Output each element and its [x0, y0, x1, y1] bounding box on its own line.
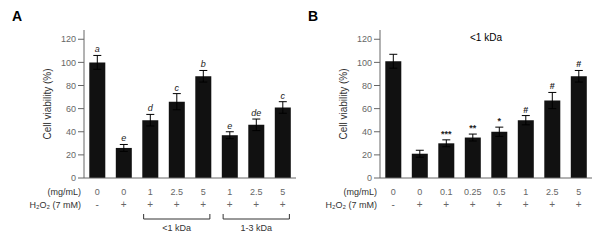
svg-text:#: # — [550, 81, 555, 91]
html-text:<1 kDa: <1 kDa — [470, 32, 502, 43]
svg-text:c: c — [281, 91, 286, 101]
svg-text:1: 1 — [523, 187, 528, 197]
svg-text:*: * — [498, 116, 502, 126]
svg-text:0: 0 — [121, 187, 126, 197]
svg-text:120: 120 — [357, 34, 372, 44]
svg-text:+: + — [147, 199, 153, 210]
svg-text:c: c — [175, 83, 180, 93]
svg-text:<1 kDa: <1 kDa — [162, 223, 191, 233]
svg-text:Cell viability (%): Cell viability (%) — [338, 68, 349, 139]
svg-text:1: 1 — [227, 187, 232, 197]
html-text:B: B — [308, 8, 319, 24]
svg-text:40: 40 — [362, 127, 372, 137]
svg-text:20: 20 — [362, 150, 372, 160]
svg-text:2.5: 2.5 — [170, 187, 183, 197]
svg-text:a: a — [95, 44, 100, 54]
svg-text:40: 40 — [66, 127, 76, 137]
svg-text:0.1: 0.1 — [440, 187, 453, 197]
svg-text:120: 120 — [61, 34, 76, 44]
svg-text:+: + — [174, 199, 180, 210]
svg-text:20: 20 — [66, 150, 76, 160]
svg-text:H₂O₂ (7 mM): H₂O₂ (7 mM) — [326, 200, 377, 210]
svg-text:(mg/mL): (mg/mL) — [48, 187, 82, 197]
svg-text:80: 80 — [66, 81, 76, 91]
svg-text:d: d — [148, 103, 154, 113]
svg-text:+: + — [523, 199, 529, 210]
svg-text:b: b — [201, 59, 206, 69]
svg-text:0: 0 — [391, 187, 396, 197]
svg-text:0: 0 — [71, 173, 76, 183]
svg-text:100: 100 — [61, 58, 76, 68]
svg-text:H₂O₂ (7 mM): H₂O₂ (7 mM) — [30, 200, 81, 210]
svg-text:(mg/mL): (mg/mL) — [344, 187, 378, 197]
svg-text:60: 60 — [66, 104, 76, 114]
svg-text:5: 5 — [576, 187, 581, 197]
svg-text:Cell viability (%): Cell viability (%) — [42, 68, 53, 139]
svg-text:1: 1 — [148, 187, 153, 197]
svg-text:e: e — [121, 133, 126, 143]
svg-text:+: + — [549, 199, 555, 210]
svg-text:5: 5 — [280, 187, 285, 197]
svg-text:***: *** — [441, 129, 452, 139]
svg-text:**: ** — [469, 123, 477, 133]
svg-text:+: + — [576, 199, 582, 210]
svg-text:+: + — [443, 199, 449, 210]
svg-text:5: 5 — [201, 187, 206, 197]
svg-text:2.5: 2.5 — [250, 187, 263, 197]
svg-text:1-3 kDa: 1-3 kDa — [240, 223, 272, 233]
svg-text:-: - — [96, 199, 99, 210]
svg-text:0: 0 — [95, 187, 100, 197]
svg-text:0: 0 — [367, 173, 372, 183]
html-text:A: A — [12, 8, 23, 24]
svg-text:+: + — [417, 199, 423, 210]
svg-text:0.5: 0.5 — [493, 187, 506, 197]
svg-text:0: 0 — [417, 187, 422, 197]
svg-text:80: 80 — [362, 81, 372, 91]
svg-text:#: # — [576, 59, 581, 69]
svg-text:+: + — [121, 199, 127, 210]
svg-text:+: + — [470, 199, 476, 210]
svg-text:-: - — [392, 199, 395, 210]
svg-text:de: de — [251, 108, 261, 118]
svg-text:2.5: 2.5 — [546, 187, 559, 197]
svg-text:+: + — [496, 199, 502, 210]
svg-text:+: + — [280, 199, 286, 210]
svg-text:0.25: 0.25 — [464, 187, 482, 197]
svg-text:e: e — [227, 121, 232, 131]
svg-text:60: 60 — [362, 104, 372, 114]
svg-text:100: 100 — [357, 58, 372, 68]
svg-text:+: + — [253, 199, 259, 210]
svg-text:#: # — [523, 105, 528, 115]
svg-text:+: + — [227, 199, 233, 210]
svg-text:+: + — [200, 199, 206, 210]
